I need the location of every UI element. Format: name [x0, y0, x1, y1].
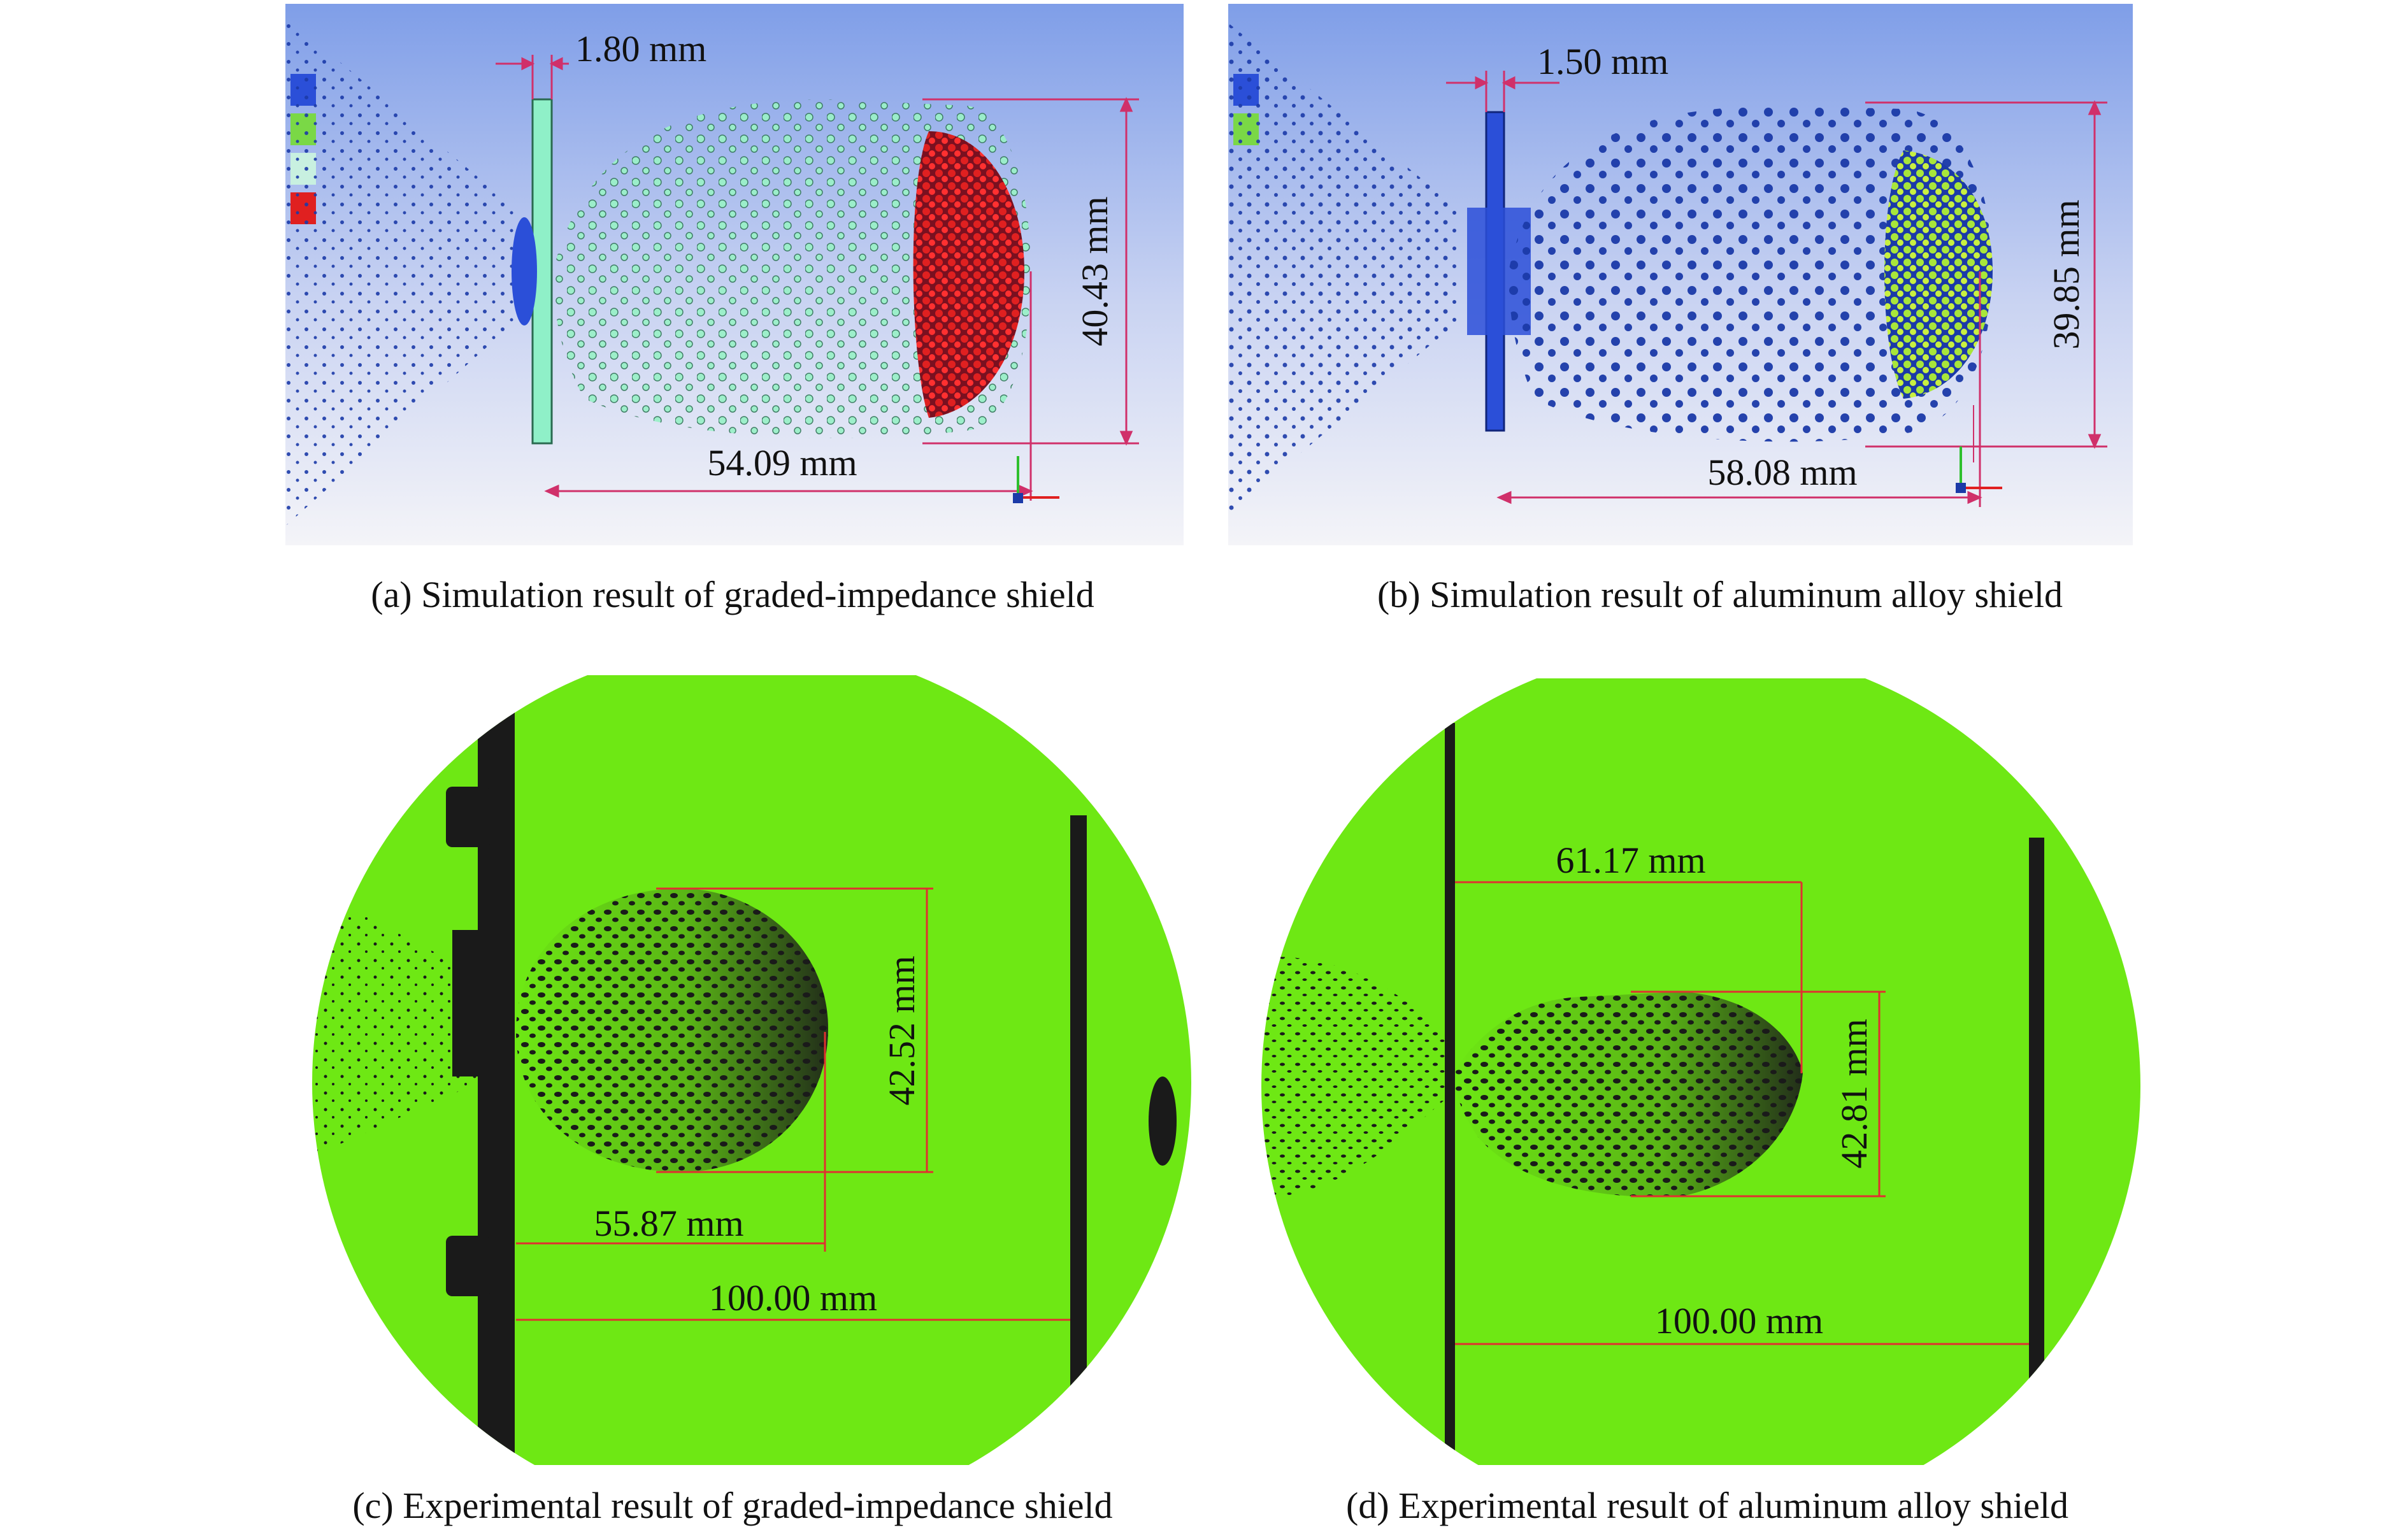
impact-crater — [512, 217, 537, 325]
debris-tail — [285, 17, 515, 526]
thickness-label: 1.50 mm — [1537, 41, 1668, 82]
witness-mark — [1149, 1076, 1177, 1166]
distance-label: 100.00 mm — [709, 1277, 877, 1319]
panel-b-figure: 1.50 mm 39.85 mm 58.08 mm — [1228, 4, 2133, 545]
width-label: 40.43 mm — [1074, 196, 1115, 346]
caption-c: (c) Experimental result of graded-impeda… — [352, 1485, 1113, 1526]
length-label: 61.17 mm — [1556, 840, 1705, 881]
debris-cloud-front — [1452, 992, 1803, 1197]
caption-b: (b) Simulation result of aluminum alloy … — [1377, 574, 2063, 615]
distance-label: 100.00 mm — [1655, 1300, 1823, 1341]
caption-a: (a) Simulation result of graded-impedanc… — [371, 574, 1094, 615]
axis-triad-icon — [1956, 447, 2002, 493]
panel-a-simulation-graded: 1.80 mm 40.43 mm 54.09 mm — [285, 4, 1184, 545]
shield-plate — [1445, 723, 1455, 1465]
debris-tail — [1228, 23, 1458, 513]
debris-cloud-front — [1884, 150, 1993, 399]
debris-cloud — [1509, 106, 1993, 442]
debris-cloud — [553, 99, 1031, 438]
plate-clamp-bottom — [446, 1236, 491, 1296]
axis-triad-icon — [1013, 456, 1059, 503]
debris-tail — [312, 885, 478, 1159]
debris-cloud-front — [913, 131, 1024, 418]
width-label: 42.52 mm — [881, 955, 922, 1105]
panel-d-figure: 61.17 mm 42.81 mm 100.00 mm — [1261, 678, 2140, 1465]
debris-tail — [1261, 957, 1446, 1201]
witness-plate — [2029, 838, 2044, 1465]
panel-b-simulation-aluminum: 1.50 mm 39.85 mm 58.08 mm — [1228, 4, 2133, 545]
thickness-label: 1.80 mm — [575, 28, 706, 69]
length-label: 55.87 mm — [594, 1203, 743, 1244]
impact-region — [452, 930, 497, 1076]
panel-d-experiment-aluminum: 61.17 mm 42.81 mm 100.00 mm — [1249, 678, 2153, 1465]
caption-d: (d) Experimental result of aluminum allo… — [1346, 1485, 2068, 1526]
width-label: 42.81 mm — [1833, 1019, 1875, 1168]
length-label: 58.08 mm — [1707, 452, 1857, 493]
plate-clamp-top — [446, 787, 491, 847]
debris-cloud-front — [516, 889, 828, 1172]
witness-plate — [1070, 815, 1087, 1465]
length-label: 54.09 mm — [707, 442, 857, 483]
width-label: 39.85 mm — [2046, 199, 2087, 349]
panel-c-figure: 42.52 mm 55.87 mm 100.00 mm — [312, 675, 1191, 1465]
panel-a-figure: 1.80 mm 40.43 mm 54.09 mm — [285, 4, 1184, 545]
panel-c-experiment-graded: 42.52 mm 55.87 mm 100.00 mm — [306, 675, 1198, 1465]
